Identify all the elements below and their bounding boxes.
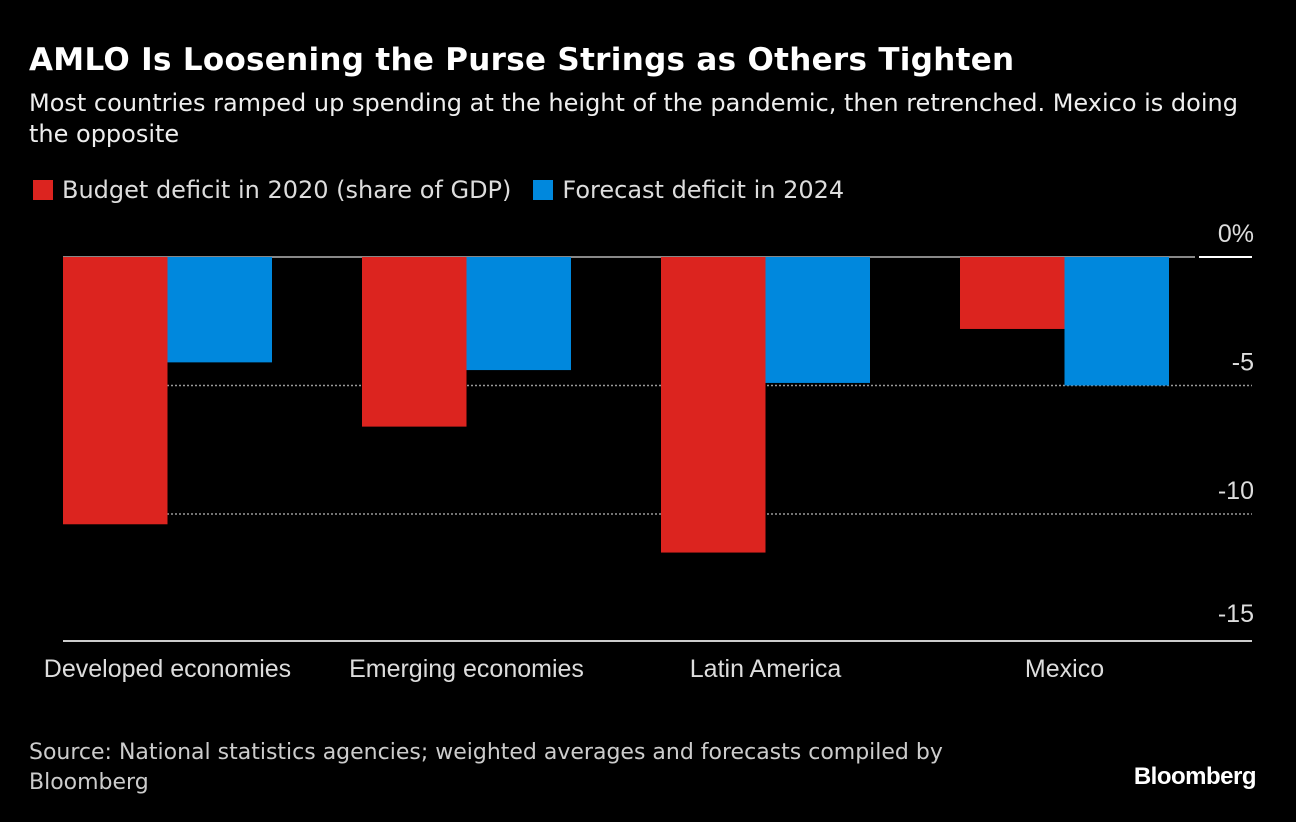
bar-2024: [167, 257, 272, 363]
x-category-label: Mexico: [1025, 655, 1104, 683]
legend-label: Budget deficit in 2020 (share of GDP): [62, 176, 512, 204]
bar-2020: [63, 257, 168, 525]
legend: Budget deficit in 2020 (share of GDP) Fo…: [33, 176, 866, 204]
source-note: Source: National statistics agencies; we…: [29, 740, 943, 795]
legend-item-2020: Budget deficit in 2020 (share of GDP): [33, 176, 511, 204]
x-category-label: Latin America: [690, 655, 842, 683]
bar-2024: [466, 257, 571, 371]
legend-swatch-blue: [533, 180, 554, 200]
x-category-label: Developed economies: [44, 655, 291, 683]
x-category-label: Emerging economies: [349, 655, 584, 683]
bar-2020: [960, 257, 1065, 329]
legend-swatch-red: [33, 180, 53, 200]
y-tick-label: -5: [1232, 349, 1254, 377]
bar-2024: [1064, 257, 1169, 386]
legend-label: Forecast deficit in 2024: [562, 176, 845, 204]
bar-2024: [765, 257, 870, 383]
y-tick-label: -10: [1218, 477, 1254, 505]
legend-item-2024: Forecast deficit in 2024: [533, 176, 844, 204]
bloomberg-logo: Bloomberg: [1133, 763, 1257, 790]
chart-subtitle: Most countries ramped up spending at the…: [29, 89, 1238, 148]
chart-title: AMLO Is Loosening the Purse Strings as O…: [29, 42, 1015, 78]
bar-2020: [362, 257, 467, 427]
bar-2020: [661, 257, 766, 553]
y-tick-label: -15: [1218, 600, 1254, 628]
y-tick-label: 0%: [1218, 220, 1254, 248]
